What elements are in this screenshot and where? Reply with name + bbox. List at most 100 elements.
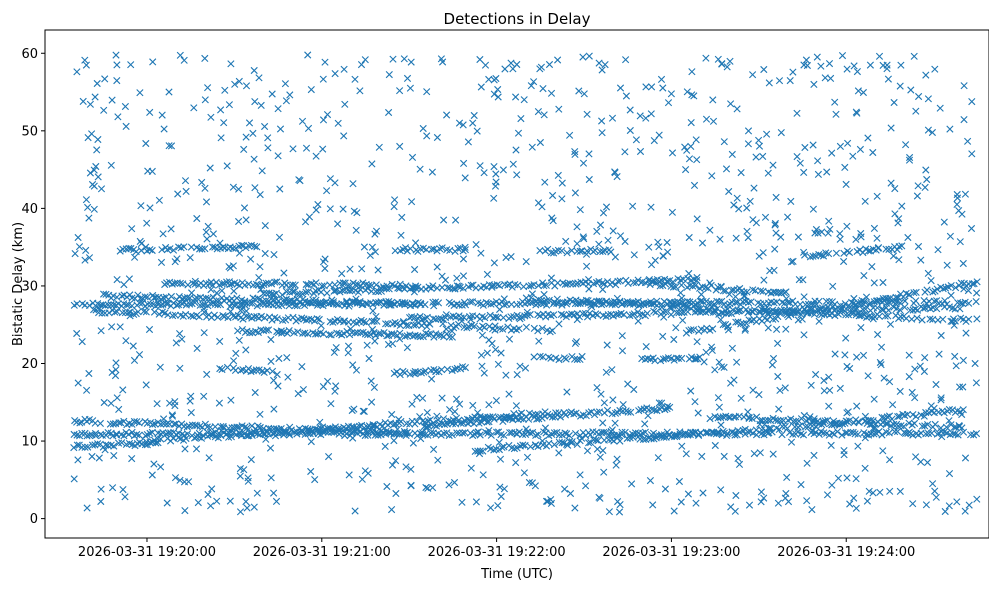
track-24-point bbox=[959, 406, 967, 414]
clutter-point bbox=[744, 127, 753, 135]
track-21-point bbox=[616, 406, 624, 415]
track-21-point bbox=[440, 420, 449, 428]
clutter-point bbox=[97, 497, 105, 506]
track-20-point bbox=[413, 417, 421, 426]
track-2-point bbox=[134, 308, 142, 316]
clutter-point bbox=[351, 507, 359, 515]
track-4-point bbox=[504, 281, 512, 289]
clutter-point bbox=[423, 423, 431, 431]
track-17-point bbox=[539, 353, 547, 361]
clutter-point bbox=[219, 422, 227, 431]
clutter-point bbox=[496, 305, 504, 314]
track-22-point bbox=[673, 432, 681, 441]
clutter-point bbox=[890, 98, 898, 107]
clutter-point bbox=[809, 205, 817, 213]
clutter-point bbox=[207, 113, 215, 121]
clutter-point bbox=[82, 196, 90, 204]
clutter-point bbox=[241, 299, 249, 307]
clutter-point bbox=[756, 420, 764, 428]
track-23-point bbox=[792, 417, 800, 425]
clutter-point bbox=[723, 63, 731, 71]
clutter-point bbox=[119, 486, 127, 494]
clutter-point bbox=[775, 77, 784, 85]
track-5-point bbox=[658, 303, 666, 311]
track-22-point bbox=[739, 427, 747, 435]
clutter-point bbox=[787, 258, 796, 266]
clutter-point bbox=[452, 395, 461, 403]
clutter-point bbox=[886, 456, 894, 464]
clutter-point bbox=[659, 332, 667, 340]
track-1-point bbox=[167, 292, 175, 301]
clutter-point bbox=[698, 239, 707, 247]
clutter-point bbox=[205, 454, 213, 462]
clutter-point bbox=[922, 71, 930, 79]
clutter-point bbox=[73, 329, 81, 338]
track-3-point bbox=[919, 304, 927, 312]
clutter-point bbox=[647, 261, 656, 269]
clutter-point bbox=[690, 92, 698, 100]
clutter-point bbox=[576, 471, 584, 479]
clutter-point bbox=[480, 169, 488, 177]
clutter-point bbox=[968, 150, 976, 158]
track-5-point bbox=[926, 315, 934, 323]
track-22-point bbox=[585, 439, 593, 447]
clutter-point bbox=[874, 244, 883, 252]
track-22-point bbox=[801, 423, 810, 431]
clutter-point bbox=[749, 386, 757, 394]
clutter-point bbox=[201, 184, 209, 192]
clutter-point bbox=[527, 82, 535, 90]
clutter-point bbox=[852, 235, 860, 243]
clutter-point bbox=[873, 304, 881, 312]
clutter-point bbox=[217, 106, 225, 114]
clutter-point bbox=[593, 227, 601, 235]
clutter-point bbox=[531, 441, 540, 449]
track-13-point bbox=[882, 245, 890, 253]
clutter-point bbox=[490, 90, 498, 98]
track-6-point bbox=[340, 330, 348, 338]
track-13-point bbox=[815, 250, 823, 259]
clutter-point bbox=[112, 359, 120, 367]
clutter-point bbox=[657, 75, 666, 83]
track-21-point bbox=[603, 406, 612, 414]
track-20-point bbox=[298, 428, 306, 436]
clutter-point bbox=[108, 96, 116, 104]
clutter-point bbox=[452, 216, 460, 224]
clutter-point bbox=[834, 474, 842, 482]
clutter-point bbox=[221, 86, 229, 94]
clutter-point bbox=[535, 337, 543, 345]
clutter-point bbox=[797, 481, 805, 489]
clutter-point bbox=[744, 140, 752, 148]
track-22-point bbox=[765, 424, 773, 432]
clutter-point bbox=[732, 234, 740, 242]
track-7-point bbox=[803, 309, 811, 317]
clutter-point bbox=[579, 53, 587, 61]
clutter-point bbox=[426, 320, 434, 328]
track-1-point bbox=[348, 297, 357, 305]
clutter-point bbox=[587, 301, 595, 309]
track-12-point bbox=[547, 249, 555, 257]
clutter-point bbox=[743, 227, 751, 235]
clutter-point bbox=[667, 305, 675, 313]
clutter-point bbox=[960, 82, 968, 90]
track-4-point bbox=[298, 290, 307, 298]
clutter-point bbox=[146, 108, 154, 116]
clutter-point bbox=[90, 166, 98, 174]
clutter-point bbox=[720, 363, 728, 371]
track-5-point bbox=[776, 308, 784, 316]
clutter-point bbox=[558, 179, 566, 187]
track-1-point bbox=[304, 298, 312, 307]
clutter-point bbox=[706, 415, 714, 423]
clutter-point bbox=[889, 401, 897, 409]
track-22-point bbox=[684, 430, 692, 438]
track-22-point bbox=[573, 440, 581, 448]
clutter-point bbox=[217, 134, 225, 142]
track-5-point bbox=[836, 308, 845, 317]
clutter-point bbox=[717, 282, 725, 290]
clutter-point bbox=[583, 110, 591, 118]
clutter-point bbox=[759, 152, 767, 160]
track-18-point bbox=[854, 430, 862, 438]
clutter-point bbox=[523, 453, 532, 461]
clutter-point bbox=[967, 224, 976, 233]
clutter-point bbox=[240, 145, 248, 153]
clutter-point bbox=[540, 290, 548, 299]
